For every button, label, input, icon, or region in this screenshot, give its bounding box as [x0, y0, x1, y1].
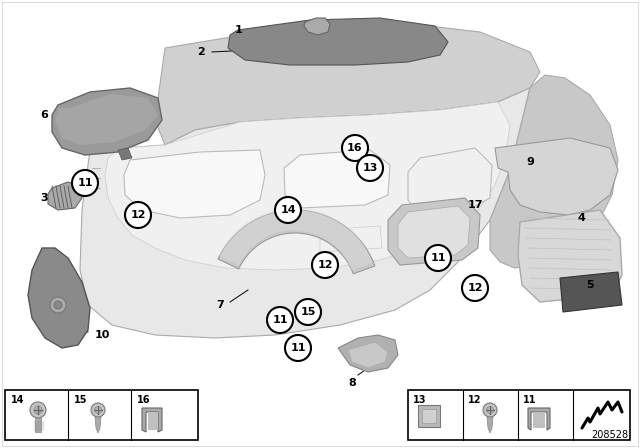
Text: 11: 11 [523, 395, 536, 405]
Circle shape [486, 406, 493, 414]
Circle shape [91, 403, 105, 417]
Bar [35, 418, 41, 432]
Text: 11: 11 [77, 178, 93, 188]
Polygon shape [55, 94, 158, 145]
Bar [422, 409, 436, 423]
Polygon shape [495, 138, 618, 215]
Polygon shape [348, 342, 388, 368]
Circle shape [285, 335, 311, 361]
Polygon shape [118, 148, 132, 160]
Circle shape [342, 135, 368, 161]
Text: 9: 9 [526, 157, 534, 167]
Circle shape [462, 275, 488, 301]
Text: 11: 11 [272, 315, 288, 325]
Text: 13: 13 [413, 395, 426, 405]
Text: 1: 1 [234, 25, 242, 35]
Polygon shape [408, 148, 492, 215]
Polygon shape [124, 150, 265, 218]
Circle shape [30, 402, 46, 418]
Circle shape [125, 202, 151, 228]
Text: 2: 2 [197, 47, 205, 57]
Polygon shape [320, 226, 382, 252]
Circle shape [34, 406, 42, 414]
Text: 15: 15 [300, 307, 316, 317]
FancyBboxPatch shape [408, 390, 630, 440]
Polygon shape [284, 150, 390, 208]
Circle shape [50, 297, 66, 313]
Text: 16: 16 [347, 143, 363, 153]
Circle shape [275, 197, 301, 223]
Text: 7: 7 [216, 300, 224, 310]
Text: 16: 16 [137, 395, 150, 405]
Text: 3: 3 [40, 193, 48, 203]
Polygon shape [105, 102, 510, 270]
Polygon shape [228, 18, 448, 65]
Text: 4: 4 [578, 213, 586, 223]
Text: 14: 14 [280, 205, 296, 215]
Text: 10: 10 [95, 330, 110, 340]
Polygon shape [218, 210, 375, 274]
Polygon shape [338, 335, 398, 372]
Text: 12: 12 [131, 210, 146, 220]
Text: 14: 14 [11, 395, 24, 405]
Polygon shape [95, 417, 101, 433]
Polygon shape [155, 22, 540, 145]
Text: 15: 15 [74, 395, 88, 405]
Polygon shape [219, 208, 372, 270]
Bar [148, 412, 158, 430]
Text: 6: 6 [40, 110, 48, 120]
Circle shape [95, 406, 102, 414]
Circle shape [357, 155, 383, 181]
Text: 12: 12 [468, 395, 481, 405]
Polygon shape [487, 417, 493, 433]
Circle shape [267, 307, 293, 333]
Polygon shape [48, 182, 82, 210]
Polygon shape [304, 18, 330, 35]
Polygon shape [398, 206, 470, 258]
Text: 12: 12 [467, 283, 483, 293]
Text: 208528: 208528 [591, 430, 628, 440]
Bar [533, 412, 545, 428]
Text: 12: 12 [317, 260, 333, 270]
Text: 11: 11 [291, 343, 306, 353]
Text: 17: 17 [468, 200, 483, 210]
Circle shape [483, 403, 497, 417]
Polygon shape [528, 408, 550, 430]
Polygon shape [142, 408, 162, 432]
Polygon shape [80, 88, 530, 338]
Polygon shape [490, 75, 618, 268]
Polygon shape [28, 248, 90, 348]
Polygon shape [518, 210, 622, 302]
Text: 13: 13 [362, 163, 378, 173]
Text: 8: 8 [348, 378, 356, 388]
Text: 5: 5 [586, 280, 594, 290]
Circle shape [72, 170, 98, 196]
Circle shape [54, 301, 62, 309]
Polygon shape [388, 198, 480, 265]
Circle shape [312, 252, 338, 278]
Circle shape [295, 299, 321, 325]
Polygon shape [418, 405, 440, 427]
Text: 11: 11 [430, 253, 445, 263]
FancyBboxPatch shape [5, 390, 198, 440]
Polygon shape [560, 272, 622, 312]
Polygon shape [52, 88, 162, 155]
Circle shape [425, 245, 451, 271]
